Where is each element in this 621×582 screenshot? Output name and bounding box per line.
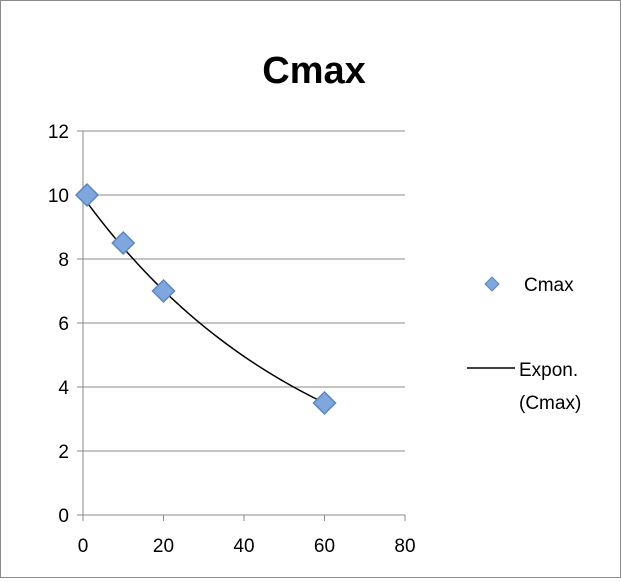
legend-label-trend-line2: (Cmax) <box>519 393 581 414</box>
x-tick-label-2: 40 <box>233 536 254 557</box>
x-tick-label-0: 0 <box>78 536 89 557</box>
y-tick-label-6: 12 <box>48 122 69 143</box>
y-tick-label-4: 8 <box>58 250 69 271</box>
data-point-0-1 <box>111 230 136 256</box>
data-point-0-2 <box>151 278 176 304</box>
legend-label-cmax: Cmax <box>524 275 574 296</box>
x-tick-label-3: 60 <box>314 536 335 557</box>
x-tick-label-1: 20 <box>153 536 174 557</box>
chart-title: Cmax <box>262 50 366 92</box>
y-tick-label-3: 6 <box>58 314 69 335</box>
data-point-0-0 <box>74 182 100 208</box>
data-point-0-3 <box>312 390 337 416</box>
x-tick-label-4: 80 <box>394 536 415 557</box>
y-tick-label-1: 2 <box>58 442 69 463</box>
y-tick-label-2: 4 <box>58 378 69 399</box>
y-tick-label-0: 0 <box>58 506 69 527</box>
y-tick-label-5: 10 <box>48 186 69 207</box>
legend-label-trend-line1: Expon. <box>519 360 578 381</box>
legend: Cmax Expon. (Cmax) <box>467 275 581 414</box>
legend-marker-cmax <box>484 276 500 292</box>
